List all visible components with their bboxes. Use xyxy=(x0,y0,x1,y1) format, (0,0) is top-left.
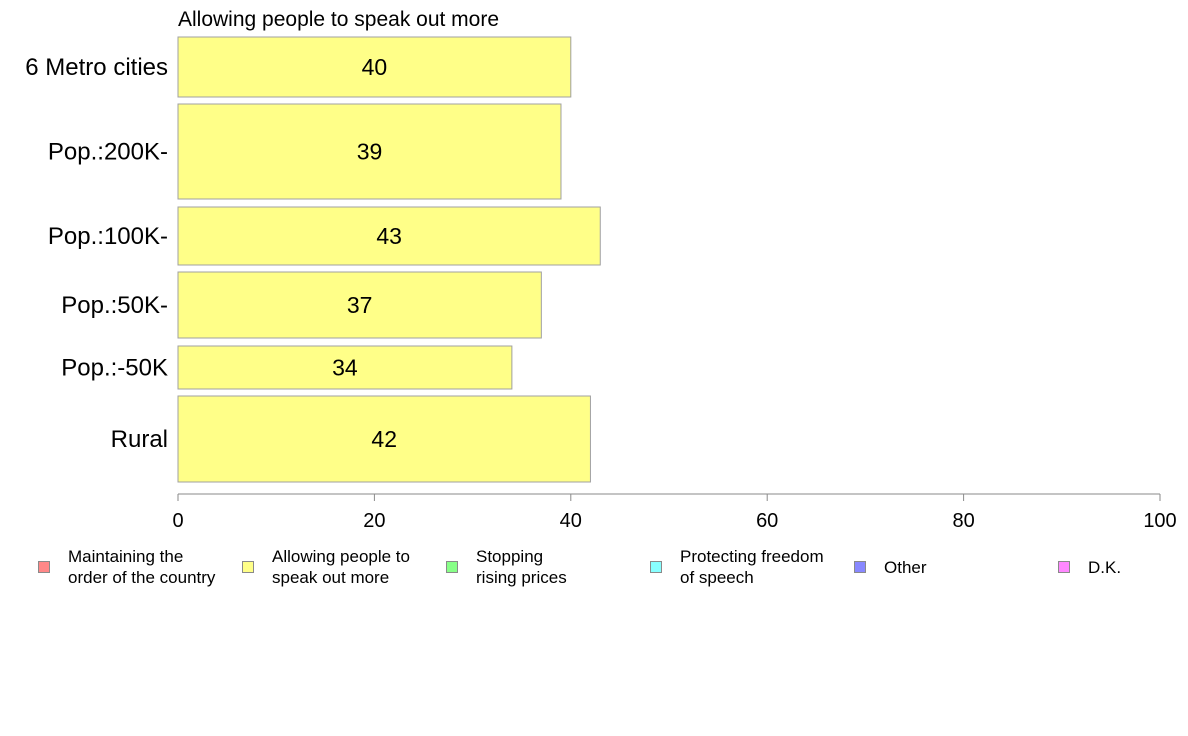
x-tick-label: 20 xyxy=(363,510,385,532)
legend: Maintaining the order of the country All… xyxy=(38,545,1178,595)
legend-label: Allowing people to speak out more xyxy=(272,547,410,587)
legend-swatch xyxy=(38,561,50,573)
data-label: 40 xyxy=(362,54,388,80)
category-label: Pop.:-50K xyxy=(61,355,168,382)
x-tick-label: 40 xyxy=(560,510,582,532)
category-labels: 6 Metro cities Pop.:200K- Pop.:100K- Pop.:5… xyxy=(25,54,168,453)
x-tick-label: 80 xyxy=(952,510,974,532)
category-label: 6 Metro cities xyxy=(25,54,168,81)
legend-swatch xyxy=(446,561,458,573)
legend-item-other: Other xyxy=(854,545,927,589)
bar xyxy=(177,395,591,483)
x-axis: 0 20 40 60 80 100 xyxy=(172,493,1177,532)
category-label: Pop.:200K- xyxy=(48,139,168,166)
category-label: Rural xyxy=(111,426,168,453)
data-label: 42 xyxy=(371,426,397,452)
legend-swatch xyxy=(242,561,254,573)
legend-label: Other xyxy=(884,557,927,577)
bar xyxy=(177,206,601,266)
legend-item-protecting-speech: Protecting freedom of speech xyxy=(650,545,824,589)
bar xyxy=(177,36,572,98)
category-label: Pop.:100K- xyxy=(48,223,168,250)
bar xyxy=(177,345,513,390)
bar xyxy=(177,103,562,200)
data-label: 37 xyxy=(347,292,373,318)
x-tick-label: 60 xyxy=(756,510,778,532)
bars-layer: 40 39 43 37 34 42 xyxy=(177,36,601,483)
legend-swatch xyxy=(650,561,662,573)
legend-swatch xyxy=(1058,561,1070,573)
x-tick-label: 100 xyxy=(1143,510,1176,532)
legend-label: Stopping rising prices xyxy=(476,547,567,587)
x-tick-label: 0 xyxy=(172,510,183,532)
legend-item-dk: D.K. xyxy=(1058,545,1121,589)
legend-item-stopping-prices: Stopping rising prices xyxy=(446,545,567,589)
legend-label: Maintaining the order of the country xyxy=(68,547,216,587)
legend-label: Protecting freedom of speech xyxy=(680,547,824,587)
legend-swatch xyxy=(854,561,866,573)
data-label: 39 xyxy=(357,139,383,165)
legend-label: D.K. xyxy=(1088,557,1122,577)
category-label: Pop.:50K- xyxy=(61,292,168,319)
chart-title: Allowing people to speak out more xyxy=(178,8,499,31)
bar-chart: Allowing people to speak out more 40 39 43… xyxy=(25,8,1177,532)
bar xyxy=(177,271,542,339)
data-label: 34 xyxy=(332,355,358,381)
data-label: 43 xyxy=(376,223,402,249)
legend-item-maintaining-order: Maintaining the order of the country xyxy=(38,545,215,589)
legend-item-allowing-speak-out: Allowing people to speak out more xyxy=(242,545,410,589)
